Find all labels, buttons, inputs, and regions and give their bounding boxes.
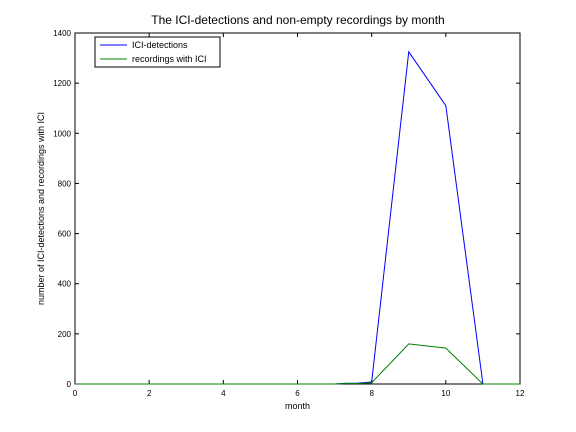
y-tick-label: 1200 xyxy=(53,79,71,88)
x-tick-label: 4 xyxy=(221,389,226,398)
plot-area xyxy=(74,32,521,385)
legend-entry-label: recordings with ICI xyxy=(132,54,207,64)
series-line-2 xyxy=(75,343,520,385)
legend: ICI-detections recordings with ICI xyxy=(94,36,221,68)
series-layer xyxy=(75,50,520,385)
legend-box xyxy=(94,36,221,68)
y-tick-label: 0 xyxy=(67,380,72,389)
y-tick-label: 800 xyxy=(58,179,72,188)
legend-entry-label: ICI-detections xyxy=(132,40,188,50)
axis-ticks: 0 2 4 6 8 10 12 0 200 400 600 800 1000 1200 1400 xyxy=(53,29,525,398)
y-tick-label: 1000 xyxy=(53,129,71,138)
y-tick-label: 600 xyxy=(58,230,72,239)
x-tick-label: 6 xyxy=(295,389,300,398)
x-axis-label: month xyxy=(285,401,310,411)
x-tick-label: 2 xyxy=(147,389,152,398)
chart-title: The ICI-detections and non-empty recordi… xyxy=(151,13,444,27)
y-tick-label: 400 xyxy=(58,280,72,289)
y-tick-label: 1400 xyxy=(53,29,71,38)
x-tick-label: 0 xyxy=(73,389,78,398)
x-tick-label: 10 xyxy=(441,389,450,398)
x-tick-label: 8 xyxy=(369,389,374,398)
x-tick-label: 12 xyxy=(516,389,525,398)
y-tick-label: 200 xyxy=(58,330,72,339)
y-axis-label: number of ICI-detections and recordings … xyxy=(36,112,46,305)
